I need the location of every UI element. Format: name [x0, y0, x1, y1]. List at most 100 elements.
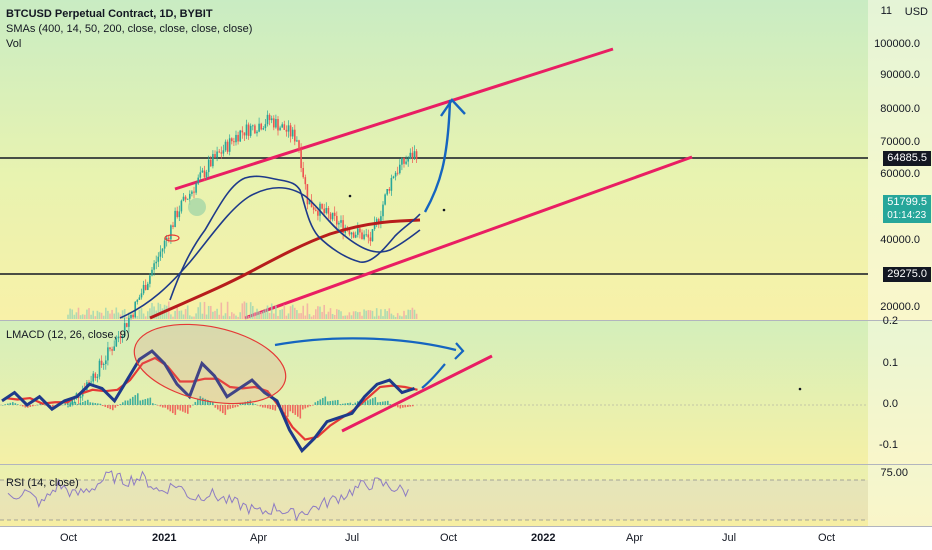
volume-bar	[73, 314, 76, 319]
candle-body	[407, 158, 409, 162]
projection-arrow[interactable]	[423, 99, 452, 213]
top-marker	[164, 234, 180, 242]
candle-body	[100, 360, 103, 365]
resistance-price-tag[interactable]: 64885.5	[883, 151, 931, 166]
macd-legend[interactable]: LMACD (12, 26, close, 9)	[6, 329, 130, 341]
macd-projection-arrow[interactable]	[274, 337, 457, 352]
macd-projection-arrow-up[interactable]	[421, 363, 446, 389]
candle-body	[394, 172, 397, 177]
macd-line	[1, 349, 415, 454]
macd-hist-bar	[187, 405, 189, 414]
candle-body	[312, 207, 315, 210]
candle-body	[247, 124, 250, 136]
candle-body	[298, 140, 300, 150]
candle-body	[241, 130, 244, 133]
candle-body	[308, 200, 311, 205]
currency-label[interactable]: USD	[904, 6, 928, 18]
volume-bar	[325, 314, 328, 319]
macd-hist-bar	[139, 400, 142, 405]
macd-hist-bar	[84, 400, 87, 405]
channel-upper-line[interactable]	[174, 47, 614, 191]
candle-body	[413, 151, 416, 159]
macd-hist-bar	[369, 399, 372, 405]
volume-bar	[260, 311, 262, 319]
macd-hist-bar	[314, 402, 317, 405]
candle-body	[321, 203, 323, 209]
volume-bar	[342, 315, 344, 319]
support-price-tag[interactable]: 29275.0	[883, 267, 931, 282]
macd-hist-bar	[129, 398, 132, 405]
volume-bar	[109, 313, 111, 319]
candle-body	[163, 240, 166, 249]
volume-bar	[289, 306, 292, 319]
sma-legend[interactable]: SMAs (400, 14, 50, 200, close, close, cl…	[6, 23, 253, 35]
candle-body	[369, 237, 372, 242]
volume-bar	[273, 313, 275, 319]
volume-bar	[92, 310, 94, 319]
time-tick: Oct	[440, 532, 458, 544]
dot-marker	[798, 387, 802, 391]
candle-body	[96, 376, 99, 378]
volume-bar	[69, 308, 71, 319]
volume-bar	[94, 316, 97, 319]
volume-bar	[84, 314, 86, 319]
volume-legend[interactable]: Vol	[6, 38, 22, 50]
price-axis-top-label: 11	[880, 5, 892, 17]
macd-hist-bar	[284, 405, 287, 415]
macd-tick: 0.1	[882, 357, 898, 369]
last-price-tag[interactable]: 51799.5 01:14:23	[883, 195, 931, 223]
candle-body	[111, 349, 113, 351]
volume-bar	[367, 310, 370, 319]
candle-body	[399, 164, 401, 174]
volume-bar	[346, 315, 349, 319]
candle-body	[277, 119, 279, 131]
volume-bar	[233, 313, 235, 319]
time-tick: Apr	[626, 532, 644, 544]
volume-bar	[321, 311, 323, 319]
candle-body	[264, 124, 267, 129]
candle-body	[359, 228, 361, 233]
macd-hist-bar	[132, 396, 134, 405]
macd-hist-bar	[192, 404, 194, 406]
rsi-legend[interactable]: RSI (14, close)	[6, 477, 79, 489]
dot-marker	[348, 194, 352, 198]
candle-body	[396, 172, 399, 174]
macd-hist-bar	[52, 405, 54, 408]
candle-body	[201, 170, 204, 173]
macd-hist-bar	[14, 403, 17, 405]
sma-200-line	[149, 218, 421, 320]
dot-marker	[442, 208, 446, 212]
macd-hist-bar	[149, 397, 152, 405]
volume-bar	[174, 310, 176, 319]
volume-bar	[354, 311, 357, 319]
volume-bar	[363, 309, 365, 319]
candle-body	[235, 134, 237, 143]
volume-bar	[138, 309, 141, 319]
candle-body	[195, 183, 197, 193]
macd-hist-bar	[34, 405, 37, 406]
macd-hist-bar	[327, 401, 329, 405]
candle-body	[245, 124, 248, 136]
price-tick: 90000.0	[880, 69, 920, 81]
channel-lower-line[interactable]	[244, 155, 693, 320]
macd-hist-bar	[17, 404, 19, 405]
macd-hist-bar	[144, 399, 147, 405]
macd-hist-bar	[134, 395, 137, 405]
candle-body	[373, 222, 376, 230]
macd-trendline[interactable]	[341, 354, 493, 433]
candle-body	[283, 124, 286, 130]
macd-hist-bar	[207, 399, 209, 405]
volume-bar	[394, 316, 397, 319]
macd-tick: 0.2	[882, 315, 898, 327]
volume-bar	[369, 310, 372, 319]
macd-hist-bar	[344, 403, 347, 405]
macd-hist-bar	[387, 400, 389, 405]
macd-hist-bar	[219, 405, 222, 412]
volume-bar	[207, 305, 210, 319]
volume-bar	[151, 302, 153, 319]
sma-50-line	[119, 186, 421, 319]
macd-hist-bar	[304, 405, 307, 409]
macd-divergence-ellipse[interactable]	[127, 312, 293, 416]
volume-bar	[401, 316, 403, 319]
